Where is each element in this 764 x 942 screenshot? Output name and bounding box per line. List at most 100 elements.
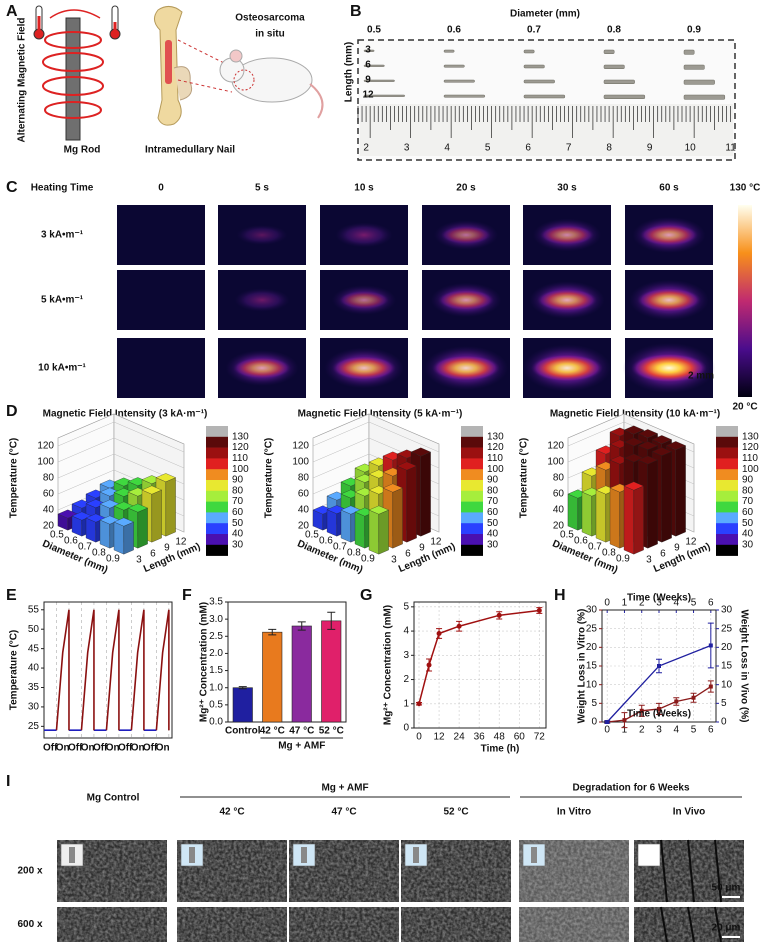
- z-tick-label: 120: [292, 441, 309, 452]
- x-tick-label: Control: [225, 726, 261, 737]
- crack: [687, 906, 695, 942]
- colorbar-label: 60: [232, 507, 244, 518]
- point: [436, 631, 442, 636]
- axis-label: Temperature (°C): [9, 438, 20, 519]
- heat-core: [332, 355, 396, 381]
- point: [657, 664, 661, 668]
- z-tick-label: 80: [298, 473, 310, 484]
- bar: [623, 481, 644, 555]
- y-tick-label: 1.0: [209, 682, 223, 693]
- group-label: Mg + AMF: [278, 741, 325, 752]
- heat-core: [233, 357, 291, 379]
- bar-face: [651, 447, 672, 456]
- axis-label: Temperature (°C): [9, 630, 20, 711]
- bar-face: [382, 483, 403, 493]
- heat-core: [640, 224, 698, 246]
- panel-label: I: [6, 773, 10, 790]
- axis-label: Length (mm): [344, 42, 355, 103]
- ruler-label: 4: [444, 143, 450, 154]
- x-tick-label: 0.6: [319, 536, 333, 547]
- colorbar-segment: [206, 469, 228, 481]
- row-label: 3 kA•m⁻¹: [41, 230, 84, 241]
- y-tick-label: 5: [721, 698, 727, 709]
- colorbar-label: 50: [487, 518, 499, 529]
- column-label: 0: [158, 183, 164, 194]
- y-tick-label: 15: [586, 661, 598, 672]
- colorbar-label: 110: [487, 453, 503, 464]
- thermal-colorbar: [738, 205, 752, 397]
- ruler-label: 6: [525, 143, 531, 154]
- rod: [603, 49, 615, 54]
- ruler-label: 7: [566, 143, 572, 154]
- panel-label: H: [554, 587, 566, 604]
- z-tick-label: 40: [43, 505, 55, 516]
- colorbar-segment: [206, 436, 228, 448]
- colorbar-label: 30: [487, 539, 499, 550]
- bar-face: [141, 485, 162, 495]
- colorbar-label: 90: [742, 475, 754, 486]
- colorbar-label: 20 °C: [732, 402, 757, 413]
- x-tick-label: 0.8: [602, 548, 616, 559]
- bar-face: [137, 507, 148, 549]
- y-tick-label: 25: [28, 721, 40, 732]
- point: [622, 718, 627, 723]
- colorbar-segment: [716, 458, 738, 470]
- colorbar-label: 70: [232, 496, 244, 507]
- bar-face: [410, 447, 431, 457]
- label: in situ: [255, 29, 284, 40]
- colorbar-segment: [716, 426, 738, 438]
- axis-label: Mg²⁺ Concentration (mM): [199, 602, 210, 722]
- x-tick-label: 2: [639, 725, 645, 736]
- bar-face: [661, 451, 672, 543]
- x-tick-label: 0.6: [574, 536, 588, 547]
- y-tick-label: 2.0: [209, 648, 223, 659]
- bar: [321, 620, 342, 723]
- chart-title: Magnetic Field Intensity (5 kA·m⁻¹): [298, 409, 463, 420]
- colorbar-label: 100: [742, 464, 759, 475]
- point: [708, 684, 713, 689]
- ruler-label: 8: [606, 143, 612, 154]
- rod: [603, 64, 625, 69]
- y-tick-label: 9: [674, 543, 680, 554]
- colorbar-segment: [716, 523, 738, 535]
- bar-face: [406, 465, 417, 543]
- axis-label: Weight Loss in Vivo (%): [738, 610, 749, 723]
- column-label: 47 °C: [331, 807, 356, 818]
- tick-label: 3: [365, 45, 371, 56]
- point: [708, 643, 713, 648]
- x-tick-label: 0.9: [361, 554, 375, 565]
- panel-b-art: [357, 39, 736, 161]
- heat-core: [537, 288, 597, 312]
- point: [674, 699, 679, 704]
- rod: [363, 79, 395, 82]
- colorbar-label: 40: [232, 529, 244, 540]
- x2-tick-label: 1: [622, 598, 628, 609]
- row-label: 200 x: [17, 866, 42, 877]
- phase-label: On: [81, 743, 95, 754]
- column-label: 10 s: [354, 183, 374, 194]
- x-tick-label: 0.7: [588, 542, 602, 553]
- x-tick-label: 4: [673, 725, 679, 736]
- colorbar-segment: [716, 544, 738, 556]
- rod: [443, 49, 455, 53]
- bar-face: [392, 487, 403, 549]
- bar-face: [623, 437, 644, 447]
- rod: [523, 49, 535, 54]
- x-tick-label: 3: [656, 725, 662, 736]
- y-tick-label: 10: [721, 679, 733, 690]
- ruler-label: 5: [485, 143, 491, 154]
- y-tick-label: 0: [403, 723, 409, 734]
- rod: [523, 94, 566, 99]
- point: [605, 720, 610, 724]
- y-tick-label: 3: [403, 650, 409, 661]
- axis-label: Time (Weeks): [627, 709, 691, 720]
- colorbar-label: 100: [487, 464, 504, 475]
- crack: [660, 906, 668, 942]
- colorbar-label: 80: [487, 485, 499, 496]
- panel-a-art: [33, 5, 324, 141]
- panel-label: F: [182, 587, 192, 604]
- y-tick-label: 0.5: [209, 699, 223, 710]
- y-tick-label: 55: [28, 604, 40, 615]
- z-tick-label: 100: [547, 457, 564, 468]
- bar-face: [637, 429, 658, 438]
